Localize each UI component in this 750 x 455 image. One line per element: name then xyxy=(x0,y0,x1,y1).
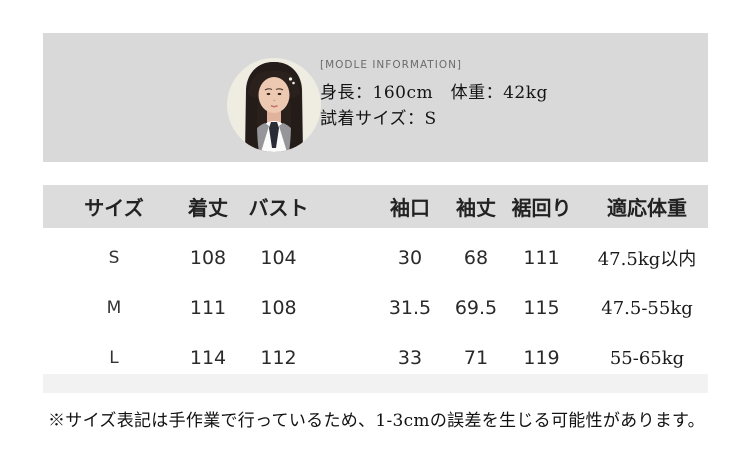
size-table-body: S 108 104 30 68 111 47.5kg以内 M 111 108 3… xyxy=(43,228,708,383)
cell-weight: 47.5-55kg xyxy=(601,297,693,319)
cell-size: L xyxy=(109,348,119,368)
size-table: サイズ 着丈 バスト 袖口 袖丈 裾回り 適応体重 S 108 104 30 6… xyxy=(43,185,708,383)
cell-length: 114 xyxy=(189,347,227,369)
model-portrait-icon xyxy=(227,58,321,152)
column-header-hem: 裾回り xyxy=(511,196,572,220)
column-header-weight: 適応体重 xyxy=(607,196,687,220)
size-disclaimer-note: ※サイズ表記は手作業で行っているため、1-3cmの誤差を生じる可能性があります。 xyxy=(48,411,705,431)
cell-cuff: 33 xyxy=(397,347,423,369)
model-fitting-size: 試着サイズ：S xyxy=(320,109,437,129)
cell-sleeve: 68 xyxy=(463,247,489,269)
cell-size: M xyxy=(106,298,122,318)
table-row-s: S 108 104 30 68 111 47.5kg以内 xyxy=(43,233,708,283)
footer-shade-band xyxy=(43,374,708,393)
cell-sleeve: 69.5 xyxy=(454,297,498,319)
column-header-cuff: 袖口 xyxy=(390,196,430,220)
cell-cuff: 31.5 xyxy=(388,297,432,319)
table-row-m: M 111 108 31.5 69.5 115 47.5-55kg xyxy=(43,283,708,333)
cell-bust: 108 xyxy=(260,297,297,319)
model-photo xyxy=(227,58,321,152)
cell-weight: 55-65kg xyxy=(609,347,685,369)
cell-sleeve: 71 xyxy=(463,347,489,369)
column-header-size: サイズ xyxy=(84,196,144,220)
model-info-panel: [MODLE INFORMATION] 身長：160cm 体重：42kg 試着サ… xyxy=(43,33,708,162)
cell-length: 108 xyxy=(189,247,227,269)
column-header-length: 着丈 xyxy=(188,196,228,220)
table-row-l: L 114 112 33 71 119 55-65kg xyxy=(43,333,708,383)
model-stats: 身長：160cm 体重：42kg xyxy=(320,83,548,103)
cell-bust: 104 xyxy=(260,247,297,269)
model-info-text: [MODLE INFORMATION] 身長：160cm 体重：42kg 試着サ… xyxy=(320,59,548,132)
size-table-header-row: サイズ 着丈 バスト 袖口 袖丈 裾回り 適応体重 xyxy=(43,185,708,228)
cell-hem: 119 xyxy=(523,347,560,369)
column-header-sleeve: 袖丈 xyxy=(456,196,496,220)
cell-bust: 112 xyxy=(260,347,297,369)
cell-cuff: 30 xyxy=(397,247,423,269)
cell-length: 111 xyxy=(189,297,227,319)
cell-weight: 47.5kg以内 xyxy=(597,249,697,270)
cell-hem: 115 xyxy=(523,297,560,319)
column-header-bust: バスト xyxy=(248,196,309,220)
model-info-heading: [MODLE INFORMATION] xyxy=(320,59,463,71)
cell-size: S xyxy=(108,248,120,268)
cell-hem: 111 xyxy=(523,247,560,269)
